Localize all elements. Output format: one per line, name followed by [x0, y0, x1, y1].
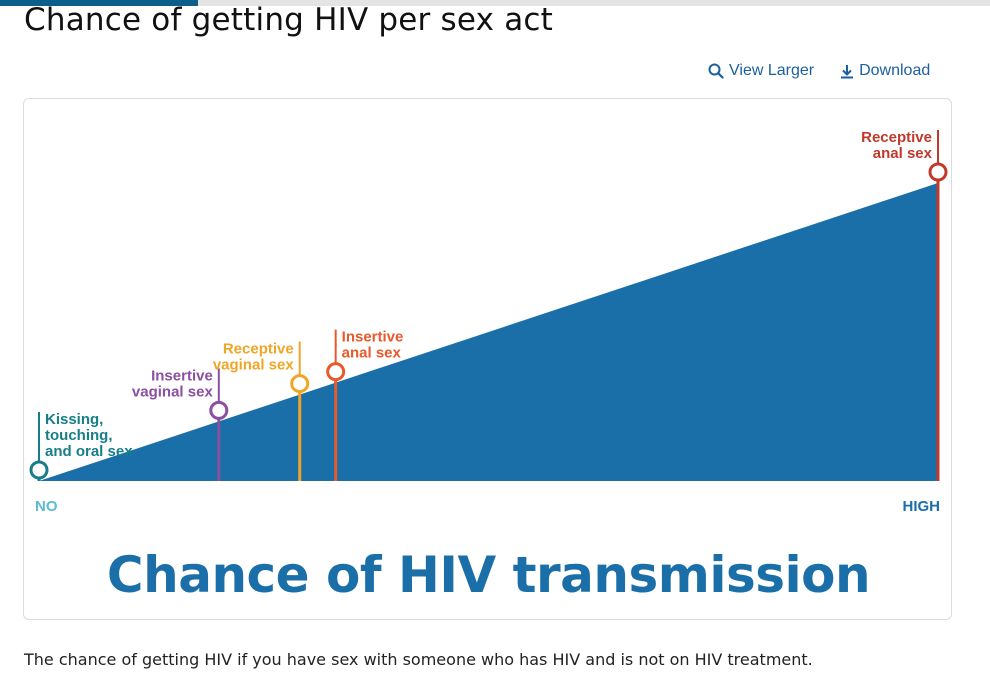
axis-label-no: NO [35, 498, 58, 515]
marker-label-line: Receptive [223, 341, 294, 358]
top-progress-accent [0, 0, 198, 6]
magnifier-icon [708, 63, 724, 79]
marker-label-line: vaginal sex [213, 357, 295, 374]
chart-title: Chance of HIV transmission [106, 546, 871, 604]
marker-label-line: Insertive [151, 367, 213, 384]
marker-label: Kissing, touching, and oral sex [45, 411, 133, 460]
download-icon [840, 64, 854, 79]
marker-label: Insertive vaginal sex [132, 367, 214, 400]
risk-area [39, 183, 938, 481]
axis-label-high: HIGH [903, 498, 941, 515]
marker-point [290, 374, 310, 394]
marker-label-line: vaginal sex [132, 383, 214, 400]
marker-label-line: Receptive [861, 129, 932, 146]
marker-point [29, 460, 49, 480]
view-larger-label: View Larger [729, 62, 815, 79]
figure-caption: The chance of getting HIV if you have se… [24, 650, 813, 669]
view-larger-link[interactable]: View Larger [708, 62, 814, 80]
marker-label: Receptive anal sex [861, 129, 933, 162]
marker-label-line: touching, [45, 427, 113, 444]
marker-label-line: Kissing, [45, 411, 103, 428]
figure-actions: View Larger Download [708, 62, 930, 80]
marker-label-line: anal sex [873, 145, 933, 162]
chart-card: Kissing, touching, and oral sex Insertive va… [23, 98, 952, 620]
marker-label-line: anal sex [342, 345, 402, 362]
top-progress-bar [0, 0, 990, 6]
marker-label-line: Insertive [342, 329, 404, 346]
marker-point [928, 162, 948, 182]
marker-point [326, 362, 346, 382]
download-link[interactable]: Download [840, 62, 930, 80]
download-label: Download [859, 62, 931, 79]
marker-label: Receptive vaginal sex [213, 341, 295, 374]
marker-label-line: and oral sex [45, 443, 133, 460]
marker-point [209, 400, 229, 420]
marker-label: Insertive anal sex [342, 329, 404, 362]
page-title: Chance of getting HIV per sex act [24, 2, 554, 38]
